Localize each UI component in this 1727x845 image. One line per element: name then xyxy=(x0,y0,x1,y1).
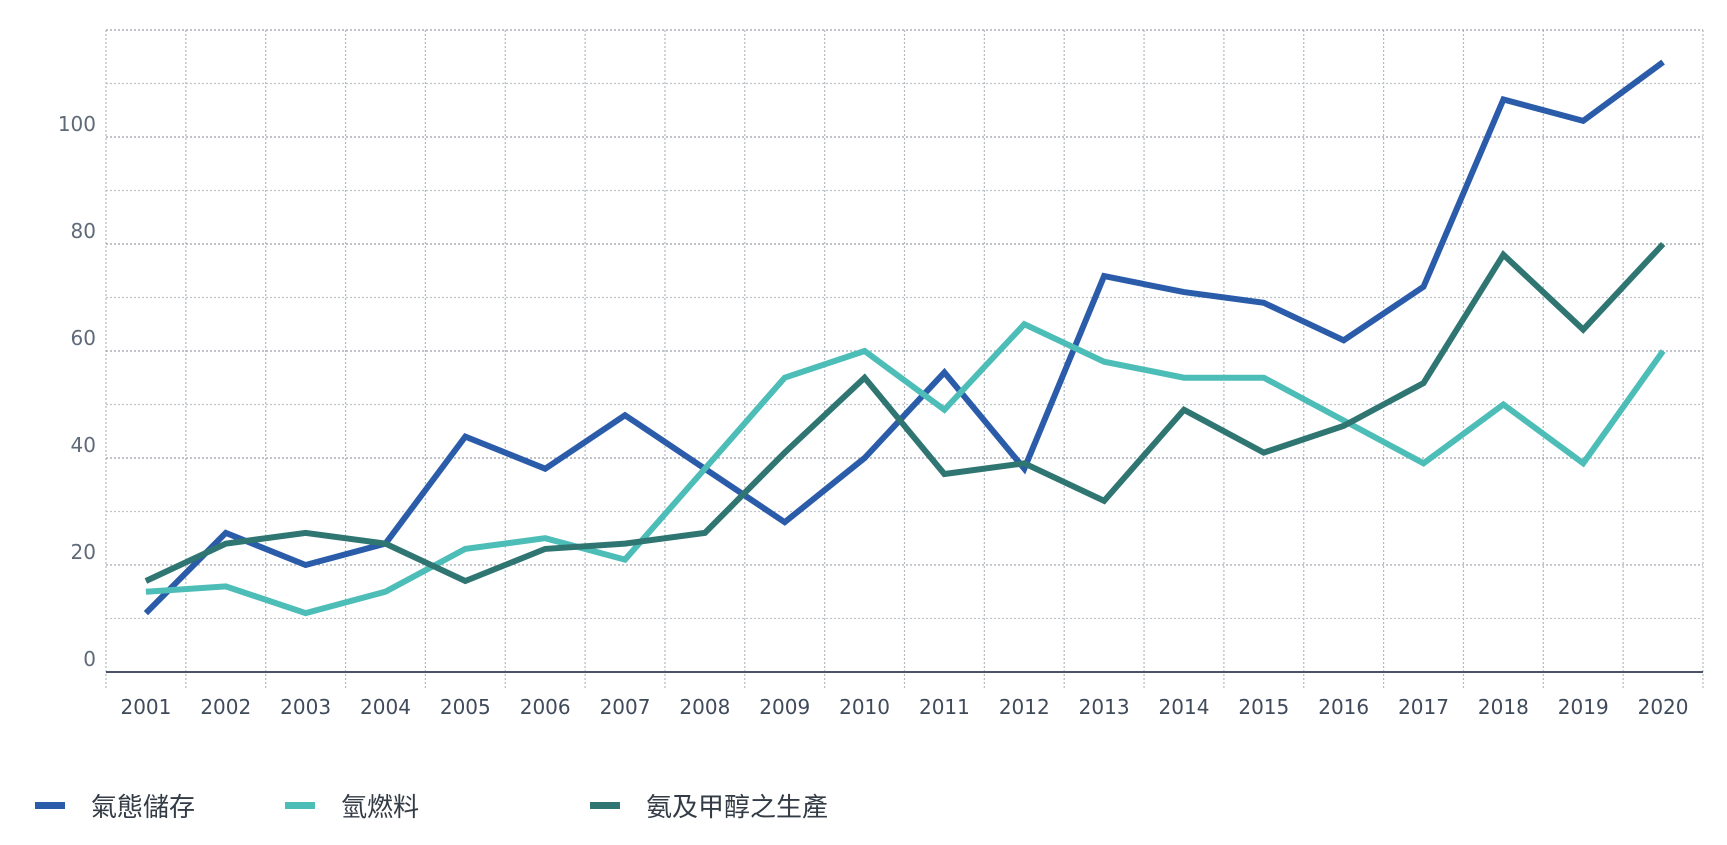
series-lines xyxy=(143,59,1666,617)
x-tick-label: 2011 xyxy=(919,695,970,719)
legend-label: 氫燃料 xyxy=(341,792,420,823)
x-tick-label: 2016 xyxy=(1318,695,1369,719)
y-tick-label: 40 xyxy=(71,433,96,457)
y-tick-label: 100 xyxy=(58,112,96,136)
x-tick-label: 2005 xyxy=(440,695,491,719)
legend-label: 氣態儲存 xyxy=(91,792,196,823)
legend-swatch xyxy=(590,801,620,809)
x-tick-label: 2012 xyxy=(999,695,1050,719)
x-tick-label: 2010 xyxy=(839,695,890,719)
legend-swatch xyxy=(35,801,65,809)
x-tick-label: 2002 xyxy=(200,695,251,719)
series-line-2 xyxy=(144,241,1666,585)
x-tick-label: 2020 xyxy=(1638,695,1689,719)
x-axis-ticks: 2001 2002 2003 2004 2005 2006 2007 2008 2009 2010… xyxy=(120,695,1688,719)
legend-item-ammonia-methanol: 氨及甲醇之生產 xyxy=(590,785,828,825)
grid xyxy=(105,29,1704,688)
x-tick-label: 2015 xyxy=(1238,695,1289,719)
x-tick-label: 2009 xyxy=(759,695,810,719)
series-line-1 xyxy=(145,320,1666,617)
legend-label: 氨及甲醇之生產 xyxy=(646,792,829,823)
legend-item-gaseous-storage: 氣態儲存 xyxy=(35,785,195,825)
x-tick-label: 2001 xyxy=(120,695,171,719)
y-tick-label: 80 xyxy=(71,219,96,243)
y-tick-label: 20 xyxy=(71,540,96,564)
x-tick-label: 2019 xyxy=(1558,695,1609,719)
legend-item-hydrogen-fuel: 氫燃料 xyxy=(285,785,419,825)
x-tick-label: 2007 xyxy=(600,695,651,719)
x-tick-label: 2018 xyxy=(1478,695,1529,719)
series-line-0 xyxy=(143,59,1665,616)
x-tick-label: 2017 xyxy=(1398,695,1449,719)
y-tick-label: 60 xyxy=(71,326,96,350)
x-tick-label: 2006 xyxy=(520,695,571,719)
x-tick-label: 2003 xyxy=(280,695,331,719)
x-tick-label: 2014 xyxy=(1159,695,1210,719)
x-tick-label: 2013 xyxy=(1079,695,1130,719)
y-axis-ticks: 0 20 40 60 80 100 xyxy=(58,112,96,671)
y-tick-label: 0 xyxy=(83,647,96,671)
x-tick-label: 2004 xyxy=(360,695,411,719)
legend-swatch xyxy=(285,801,315,809)
x-tick-label: 2008 xyxy=(679,695,730,719)
